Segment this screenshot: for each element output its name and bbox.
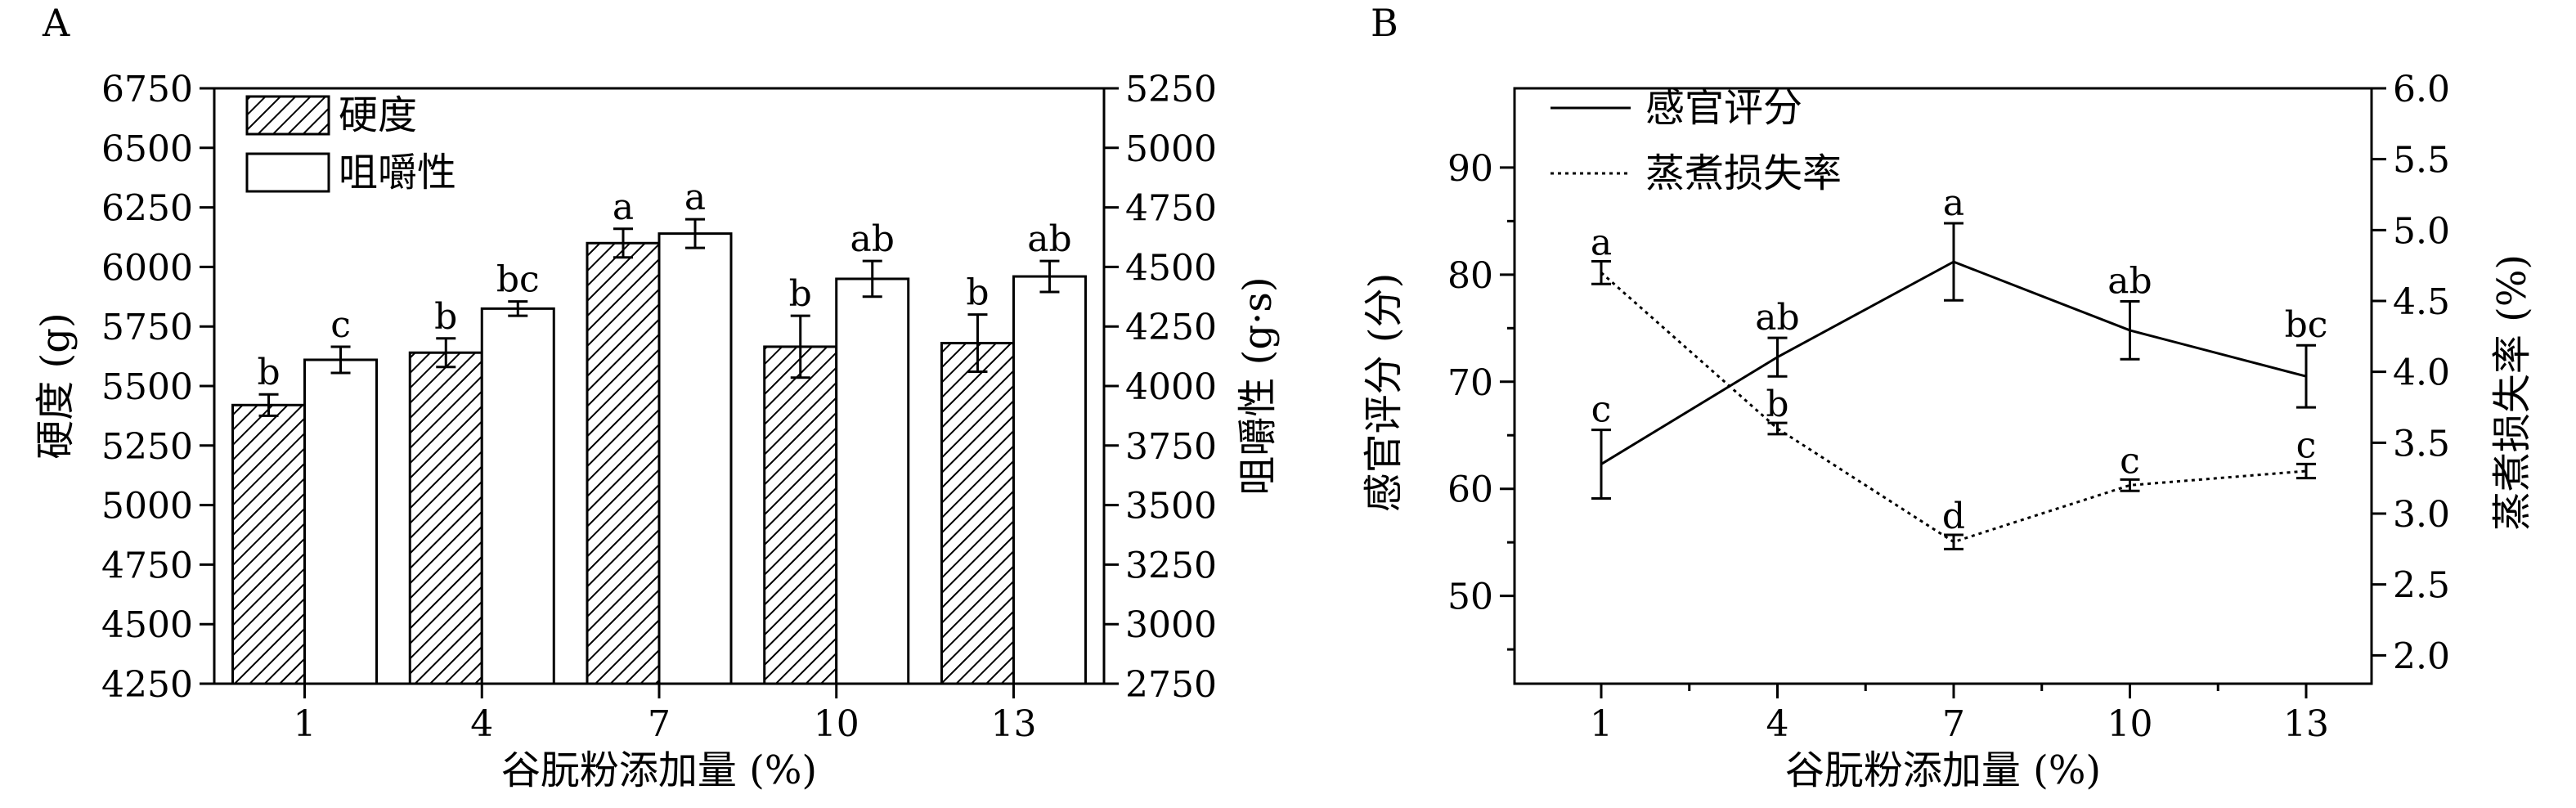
panel-b: B 50 60 70 80 90 2.0 2.5 3.0 3.5 4.0 4.5 5.0 5.5 6.0 1 4…: [1361, 1, 2535, 793]
y2-tick-label: 4000: [1125, 366, 1217, 408]
y2-tick-label: 5.0: [2393, 210, 2450, 252]
legend-label-sensory: 感官评分: [1645, 85, 1802, 131]
y2-axis-title: 蒸煮损失率 (%): [2489, 254, 2535, 531]
significance-letter: bc: [496, 259, 540, 301]
y2-tick-label: 3000: [1125, 604, 1217, 646]
significance-letter: ab: [850, 218, 895, 260]
significance-letter: b: [257, 352, 280, 393]
x-tick-label: 7: [648, 703, 671, 745]
y2-tick-label: 5250: [1125, 69, 1217, 110]
y2-axis-title: 咀嚼性 (g·s): [1235, 276, 1281, 495]
significance-letter: ab: [2107, 261, 2152, 303]
bar-hardness: [940, 342, 1015, 685]
legend-swatch-chewiness: [245, 152, 330, 193]
y-tick-label: 6250: [101, 188, 193, 230]
bar-chewiness: [480, 307, 555, 685]
y-tick-label: 5500: [101, 366, 193, 408]
significance-letter: a: [1591, 222, 1612, 263]
y-tick-label: 6000: [101, 247, 193, 289]
x-tick-label: 1: [294, 703, 316, 745]
x-tick-label: 10: [814, 703, 859, 745]
y2-tick-label: 3250: [1125, 545, 1217, 586]
significance-letter: c: [2296, 424, 2317, 466]
significance-letter: d: [1942, 496, 1965, 537]
y2-tick-label: 4250: [1125, 307, 1217, 348]
y2-tick-label: 5000: [1125, 128, 1217, 170]
x-tick-label: 10: [2107, 703, 2153, 745]
y-tick-label: 80: [1447, 255, 1493, 297]
bar-hardness: [763, 345, 838, 685]
y2-tick-label: 3.5: [2393, 423, 2450, 465]
bar-chewiness: [657, 232, 733, 685]
legend-swatch-hardness: [245, 95, 330, 136]
y2-tick-label: 4.5: [2393, 281, 2450, 323]
x-tick-label: 4: [1766, 703, 1789, 745]
y-tick-label: 70: [1447, 362, 1493, 404]
y2-tick-label: 2.0: [2393, 635, 2450, 677]
panel-label: A: [42, 1, 70, 45]
significance-letter: ab: [1027, 218, 1071, 260]
x-axis-title: 谷朊粉添加量 (%): [501, 747, 817, 793]
y2-tick-label: 6.0: [2393, 69, 2450, 110]
legend-label-hardness: 硬度: [339, 92, 417, 138]
y-tick-label: 5750: [101, 307, 193, 348]
y-tick-label: 6750: [101, 69, 193, 110]
x-tick-label: 13: [990, 703, 1036, 745]
x-tick-label: 4: [470, 703, 493, 745]
panel-label: B: [1371, 1, 1398, 45]
significance-letter: a: [613, 186, 634, 228]
significance-letter: a: [1943, 182, 1964, 224]
y-tick-label: 5000: [101, 486, 193, 527]
legend-label-cooking-loss: 蒸煮损失率: [1645, 150, 1842, 196]
legend-label-chewiness: 咀嚼性: [339, 150, 456, 195]
bar-hardness: [586, 241, 661, 685]
x-tick-label: 13: [2283, 703, 2329, 745]
significance-letter: bc: [2285, 304, 2328, 346]
y2-tick-label: 3.0: [2393, 494, 2450, 536]
y-tick-label: 4250: [101, 664, 193, 706]
y-tick-label: 60: [1447, 469, 1493, 511]
y2-tick-label: 2750: [1125, 664, 1217, 706]
y2-tick-label: 3750: [1125, 426, 1217, 468]
y2-tick-label: 5.5: [2393, 140, 2450, 182]
significance-letter: b: [789, 273, 812, 315]
significance-letter: c: [2120, 440, 2140, 482]
y-tick-label: 50: [1447, 577, 1493, 618]
y-tick-label: 4500: [101, 604, 193, 646]
y2-tick-label: 4500: [1125, 247, 1217, 289]
plot-frame: [1513, 87, 2373, 685]
y2-tick-label: 2.5: [2393, 565, 2450, 607]
significance-letter: c: [330, 304, 351, 346]
bar-chewiness: [835, 277, 910, 685]
bar-hardness: [231, 403, 307, 685]
significance-letter: ab: [1755, 297, 1799, 339]
significance-letter: c: [1591, 389, 1612, 431]
y-tick-label: 5250: [101, 426, 193, 468]
significance-letter: b: [966, 272, 989, 314]
significance-letter: a: [684, 177, 706, 218]
y2-tick-label: 4750: [1125, 188, 1217, 230]
y-axis-title: 感官评分 (分): [1361, 273, 1407, 513]
y-tick-label: 4750: [101, 545, 193, 586]
y2-tick-label: 3500: [1125, 486, 1217, 527]
significance-letter: b: [434, 296, 457, 338]
x-axis-title: 谷朊粉添加量 (%): [1785, 747, 2101, 793]
bar-chewiness: [303, 358, 379, 685]
y-axis-title: 硬度 (g): [33, 312, 79, 459]
y2-tick-label: 4.0: [2393, 352, 2450, 394]
y-tick-label: 6500: [101, 128, 193, 170]
bar-hardness: [408, 351, 483, 685]
bar-chewiness: [1012, 275, 1087, 685]
x-tick-label: 1: [1590, 703, 1613, 745]
y-tick-label: 90: [1447, 148, 1493, 190]
significance-letter: b: [1766, 384, 1788, 425]
x-tick-label: 7: [1942, 703, 1965, 745]
